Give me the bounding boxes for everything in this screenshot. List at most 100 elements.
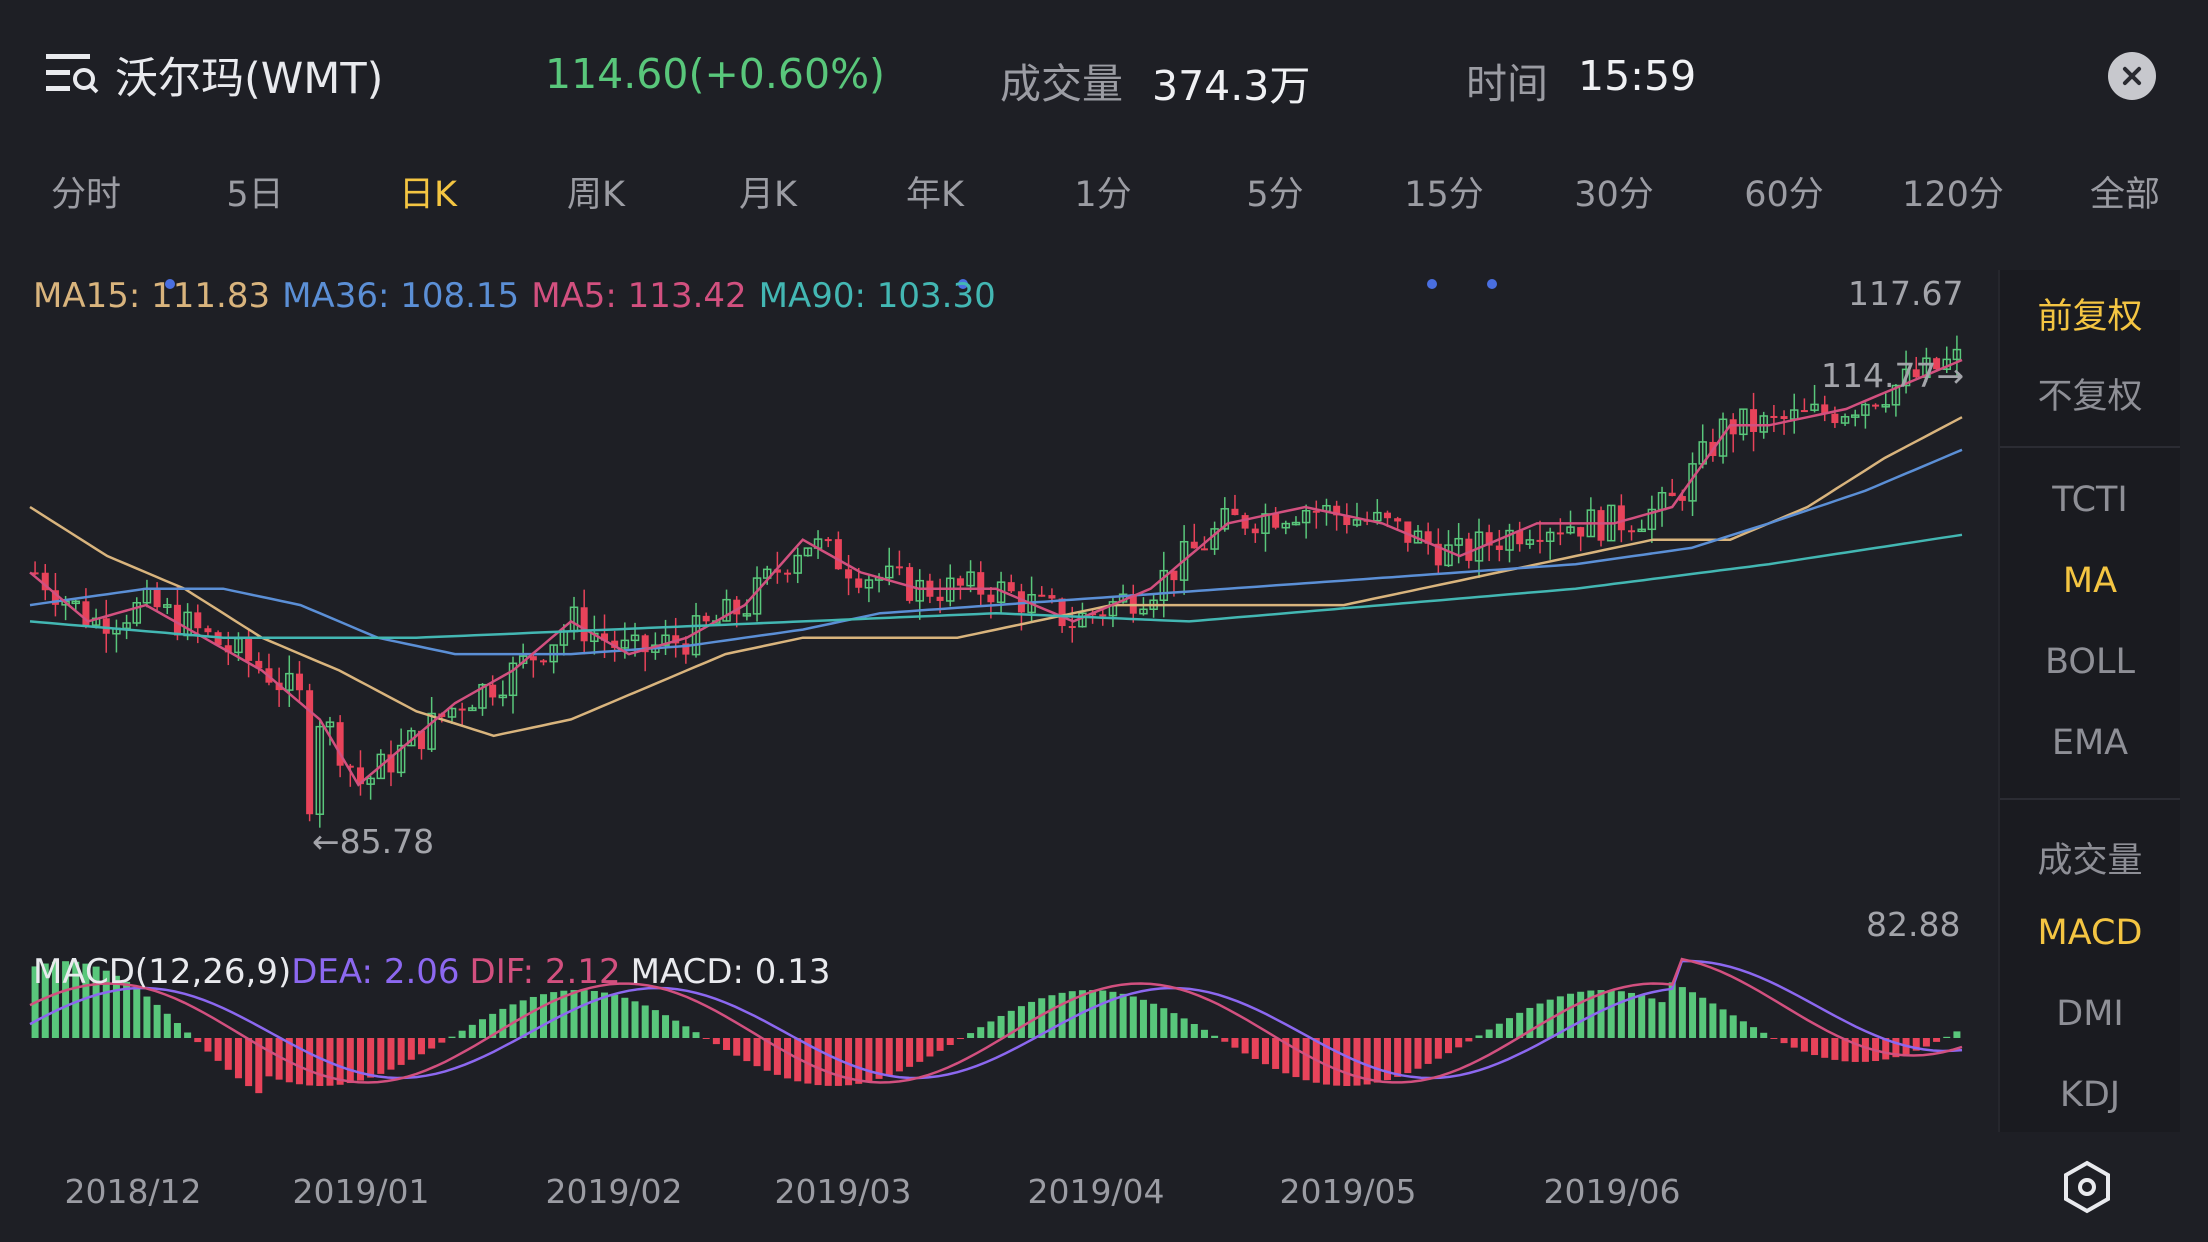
divider (2000, 446, 2180, 448)
list-search-icon[interactable] (44, 52, 100, 98)
hexagon-settings-icon[interactable] (2060, 1160, 2114, 1214)
indicator-side-panel: 前复权 不复权 TCTI MA BOLL EMA 成交量 MACD DMI KD… (1998, 270, 2180, 1132)
macd-bar (865, 1038, 873, 1082)
candlestick (864, 575, 874, 603)
candlestick (1861, 402, 1870, 429)
indicator-volume[interactable]: 成交量 (2037, 841, 2143, 881)
tab-weekly-k[interactable]: 周K (567, 175, 625, 215)
macd-bar (458, 1030, 466, 1038)
macd-bar (519, 1000, 527, 1038)
candlestick (1637, 519, 1646, 533)
indicator-boll[interactable]: BOLL (2045, 642, 2135, 682)
event-dot[interactable] (1427, 279, 1437, 289)
candlestick (71, 599, 81, 612)
macd-bar (1800, 1038, 1808, 1052)
macd-bar (692, 1032, 700, 1038)
ma5-value: MA5: 113.42 (531, 276, 747, 316)
candlestick (1718, 412, 1728, 464)
tab-monthly-k[interactable]: 月K (739, 175, 797, 215)
candlestick (529, 654, 537, 678)
stock-title: 沃尔玛(WMT) (115, 54, 384, 104)
macd-bar (1241, 1038, 1249, 1054)
candlestick (1536, 520, 1544, 554)
macd-bar (1109, 991, 1117, 1038)
adjust-none[interactable]: 不复权 (2037, 377, 2143, 417)
indicator-kdj[interactable]: KDJ (2059, 1075, 2121, 1115)
candlestick (1933, 356, 1941, 372)
macd-bar (1719, 1009, 1727, 1038)
macd-bar (509, 1004, 517, 1038)
macd-bar (306, 1038, 314, 1086)
macd-bar (570, 990, 578, 1038)
candlestick (915, 569, 924, 620)
macd-bar (62, 961, 70, 1038)
macd-bar (916, 1038, 924, 1062)
macd-bar (1139, 999, 1147, 1038)
candlestick (1404, 521, 1412, 552)
indicator-macd[interactable]: MACD (2037, 913, 2143, 953)
candlestick (1261, 503, 1270, 552)
macd-bar (1394, 1038, 1402, 1077)
macd-bar (1078, 990, 1086, 1038)
candlestick (163, 597, 172, 615)
candlestick (1647, 495, 1657, 543)
macd-bar (173, 1023, 181, 1038)
candlestick (895, 550, 903, 576)
ma90-value: MA90: 103.30 (758, 276, 996, 316)
indicator-ema[interactable]: EMA (2051, 723, 2129, 763)
macd-bar (397, 1038, 405, 1065)
time-label: 时间 (1466, 60, 1548, 108)
macd-bar (1292, 1038, 1300, 1078)
tab-15min[interactable]: 15分 (1404, 175, 1484, 215)
candlestick (793, 547, 802, 584)
tab-60min[interactable]: 60分 (1744, 175, 1824, 215)
macd-bar (1892, 1038, 1900, 1058)
macd-bar (997, 1015, 1005, 1038)
macd-bar (1658, 1002, 1666, 1038)
tab-5min[interactable]: 5分 (1246, 175, 1304, 215)
candlestick (1333, 500, 1341, 531)
macd-bar (1190, 1023, 1198, 1038)
macd-bar (682, 1026, 690, 1038)
event-dot[interactable] (958, 279, 968, 289)
macd-bar (417, 1038, 425, 1055)
candlestick (336, 715, 344, 778)
tab-1min[interactable]: 1分 (1074, 175, 1132, 215)
indicator-dmi[interactable]: DMI (2056, 994, 2124, 1034)
event-dot[interactable] (165, 279, 175, 289)
tab-120min[interactable]: 120分 (1902, 175, 2004, 215)
macd-bar (255, 1038, 263, 1094)
macd-bar (1119, 993, 1127, 1038)
candlestick (1343, 503, 1351, 534)
ma-legend: MA15: 111.83 MA36: 108.15 MA5: 113.42 MA90:… (33, 276, 1008, 316)
close-button[interactable] (2108, 52, 2156, 100)
candlestick (153, 582, 161, 611)
candlestick (447, 707, 457, 724)
event-dot[interactable] (1487, 279, 1497, 289)
tab-fenshi[interactable]: 分时 (50, 175, 122, 215)
candlestick (346, 763, 354, 787)
candlestick (906, 562, 914, 604)
macd-bar (1444, 1038, 1452, 1054)
macd-bar (1261, 1038, 1269, 1065)
candlestick (1291, 516, 1301, 526)
tab-30min[interactable]: 30分 (1574, 175, 1654, 215)
indicator-ma[interactable]: MA (2062, 561, 2118, 601)
macd-bar (1068, 991, 1076, 1038)
adjust-forward[interactable]: 前复权 (2037, 297, 2143, 337)
candlestick (549, 644, 558, 674)
macd-bar (763, 1038, 771, 1071)
candlestick (1241, 512, 1249, 535)
tab-all[interactable]: 全部 (2089, 175, 2161, 215)
candlestick (1577, 526, 1585, 552)
macd-bar (346, 1038, 354, 1084)
tab-yearly-k[interactable]: 年K (906, 175, 964, 215)
tab-5day[interactable]: 5日 (226, 175, 284, 215)
indicator-tcti[interactable]: TCTI (2052, 480, 2128, 520)
volume-label: 成交量 (1000, 60, 1123, 108)
candlestick (82, 588, 90, 629)
candlestick (366, 775, 375, 800)
tab-daily-k[interactable]: 日K (399, 175, 457, 215)
macd-bar (1699, 997, 1707, 1038)
